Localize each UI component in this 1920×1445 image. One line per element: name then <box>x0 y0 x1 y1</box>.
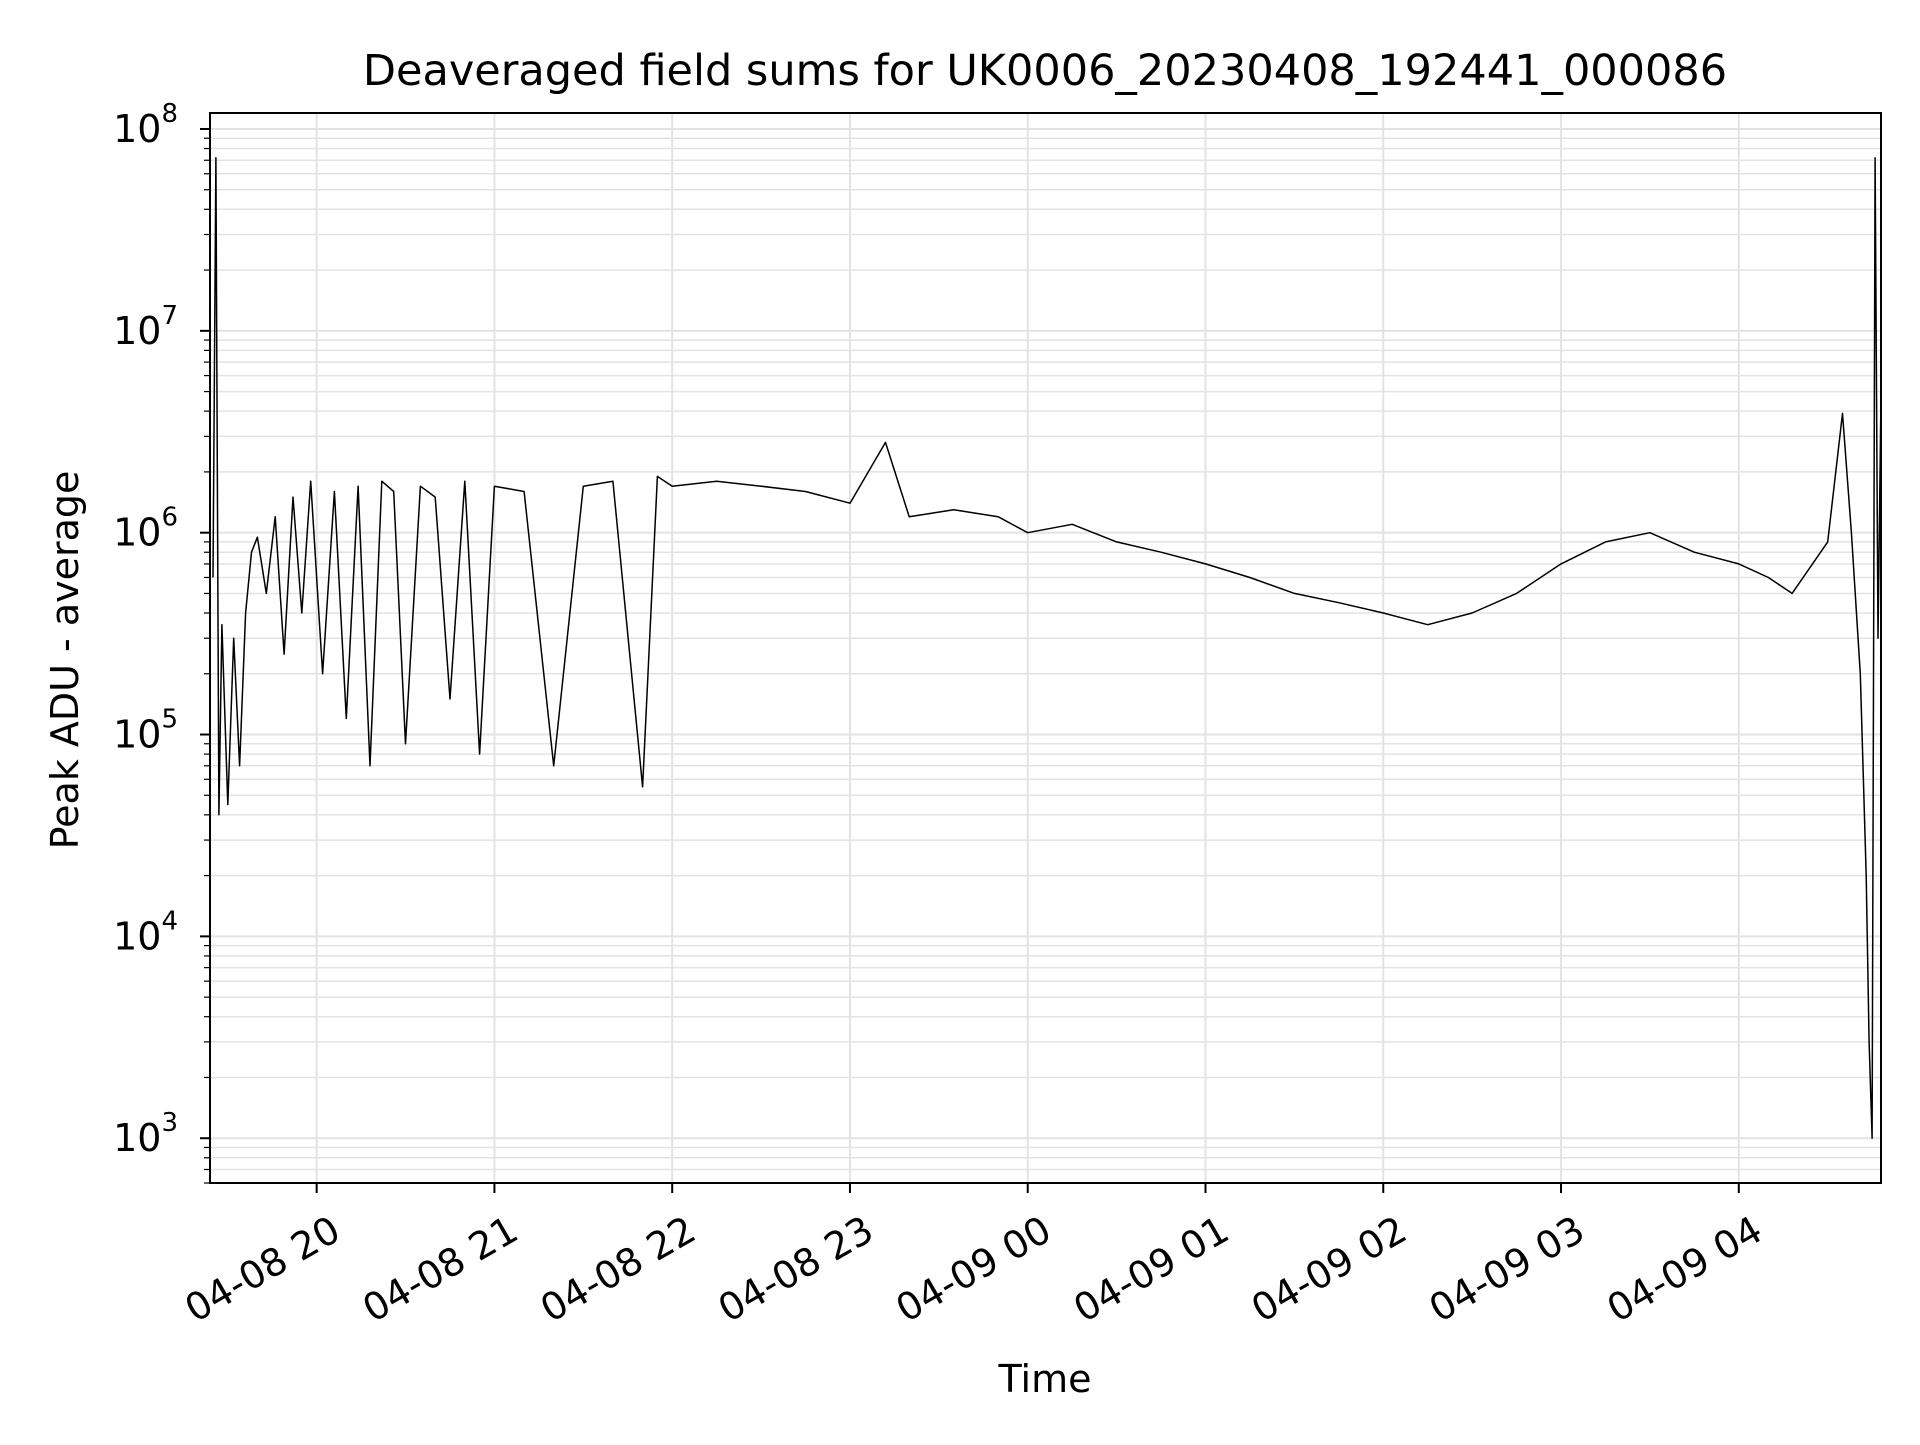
y-tick-label: 103 <box>113 1108 178 1160</box>
series-layer <box>212 157 1882 1139</box>
y-tick-exponent: 5 <box>161 705 178 735</box>
y-tick-base: 10 <box>113 511 161 555</box>
y-tick-base: 10 <box>113 1116 161 1160</box>
y-tick-base: 10 <box>113 309 161 353</box>
y-axis-label: Peak ADU - average <box>43 471 87 850</box>
series-line <box>212 157 1882 1139</box>
y-tick-base: 10 <box>113 713 161 757</box>
chart-title: Deaveraged field sums for UK0006_2023040… <box>363 46 1727 96</box>
y-tick-exponent: 3 <box>161 1108 178 1138</box>
y-tick-label: 104 <box>113 906 178 958</box>
plot-frame <box>209 112 1882 1184</box>
y-tick-label: 107 <box>113 301 178 353</box>
y-tick-exponent: 4 <box>161 906 178 936</box>
y-tick-exponent: 6 <box>161 503 178 533</box>
y-tick-exponent: 7 <box>161 301 178 331</box>
y-tick-base: 10 <box>113 107 161 151</box>
y-tick-exponent: 8 <box>161 99 178 129</box>
y-tick-base: 10 <box>113 914 161 958</box>
y-tick-label: 105 <box>113 705 178 757</box>
grid <box>210 113 1881 1184</box>
y-tick-label: 108 <box>113 99 178 151</box>
x-axis-label: Time <box>998 1357 1092 1401</box>
y-tick-label: 106 <box>113 503 178 555</box>
